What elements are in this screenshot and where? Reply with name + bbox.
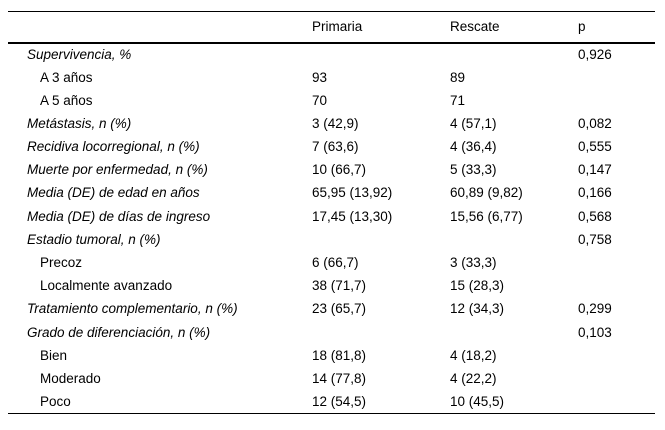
row-label: Media (DE) de edad en años [27, 185, 200, 201]
rescate-value: 89 [450, 69, 466, 85]
primaria-value: 65,95 (13,92) [312, 185, 393, 201]
table-row: Poco 12 (54,5) 10 (45,5) [8, 390, 655, 413]
primaria-value [312, 43, 450, 66]
row-label: Muerte por enfermedad, n (%) [27, 162, 208, 178]
rescate-value: 15 (28,3) [450, 278, 505, 294]
table-row: Tratamiento complementario, n (%) 23 (65,… [8, 298, 655, 321]
table-body: Supervivencia, % 0,926 A 3 años 93 89 A 5 año… [8, 43, 655, 414]
table-row: Media (DE) de edad en años 65,95 (13,92) 6… [8, 182, 655, 205]
row-label: Tratamiento complementario, n (%) [27, 301, 238, 317]
table-row: Moderado 14 (77,8) 4 (22,2) [8, 367, 655, 390]
p-value: 0,926 [578, 46, 612, 62]
table-header: Primaria Rescate p [8, 11, 655, 44]
row-label: A 3 años [40, 69, 93, 85]
p-value: 0,082 [578, 115, 612, 131]
primaria-value: 93 [312, 69, 328, 85]
rescate-value: 4 (22,2) [450, 370, 497, 386]
table-row: Bien 18 (81,8) 4 (18,2) [8, 344, 655, 367]
primaria-value: 17,45 (13,30) [312, 208, 393, 224]
primaria-value: 12 (54,5) [312, 393, 367, 409]
p-value [578, 367, 655, 390]
table-row: Media (DE) de días de ingreso 17,45 (13,3… [8, 205, 655, 228]
rescate-value: 4 (36,4) [450, 139, 497, 155]
p-value: 0,166 [578, 185, 612, 201]
table-row: A 3 años 93 89 [8, 66, 655, 89]
primaria-value: 70 [312, 92, 328, 108]
rescate-value [450, 43, 578, 66]
p-value [578, 89, 655, 112]
primaria-value [312, 321, 450, 344]
primaria-value: 18 (81,8) [312, 347, 367, 363]
rescate-value: 4 (18,2) [450, 347, 497, 363]
rescate-value: 60,89 (9,82) [450, 185, 523, 201]
rescate-value: 15,56 (6,77) [450, 208, 523, 224]
table-row: Recidiva locorregional, n (%) 7 (63,6) 4 (… [8, 135, 655, 158]
table-row: Grado de diferenciación, n (%) 0,103 [8, 321, 655, 344]
primaria-value: 6 (66,7) [312, 255, 359, 271]
rescate-value [450, 321, 578, 344]
table-row: Estadio tumoral, n (%) 0,758 [8, 228, 655, 251]
header-p: p [578, 11, 655, 44]
statistics-table: Primaria Rescate p Supervivencia, % 0,926… [8, 11, 655, 414]
header-rescate: Rescate [450, 11, 578, 44]
table-row: Precoz 6 (66,7) 3 (33,3) [8, 251, 655, 274]
header-row: Primaria Rescate p [8, 11, 655, 44]
primaria-value: 14 (77,8) [312, 370, 367, 386]
rescate-value: 4 (57,1) [450, 115, 497, 131]
table-row: Localmente avanzado 38 (71,7) 15 (28,3) [8, 274, 655, 297]
rescate-value: 12 (34,3) [450, 301, 505, 317]
p-value: 0,758 [578, 231, 612, 247]
primaria-value: 38 (71,7) [312, 278, 367, 294]
row-label: Metástasis, n (%) [27, 115, 132, 131]
p-value [578, 274, 655, 297]
row-label: Poco [40, 393, 71, 409]
p-value [578, 344, 655, 367]
p-value [578, 66, 655, 89]
row-label: Bien [40, 347, 68, 363]
header-empty-cell [8, 11, 312, 44]
row-label: Localmente avanzado [40, 278, 173, 294]
rescate-value [450, 228, 578, 251]
row-label: Grado de diferenciación, n (%) [27, 324, 211, 340]
primaria-value: 7 (63,6) [312, 139, 359, 155]
p-value: 0,299 [578, 301, 612, 317]
primaria-value: 3 (42,9) [312, 115, 359, 131]
table-row: Supervivencia, % 0,926 [8, 43, 655, 66]
p-value: 0,568 [578, 208, 612, 224]
primaria-value: 23 (65,7) [312, 301, 367, 317]
row-label: Precoz [40, 255, 83, 271]
p-value: 0,103 [578, 324, 612, 340]
rescate-value: 5 (33,3) [450, 162, 497, 178]
rescate-value: 71 [450, 92, 466, 108]
rescate-value: 3 (33,3) [450, 255, 497, 271]
row-label: A 5 años [40, 92, 93, 108]
rescate-value: 10 (45,5) [450, 393, 505, 409]
statistics-table-container: Primaria Rescate p Supervivencia, % 0,926… [8, 11, 655, 414]
p-value [578, 251, 655, 274]
row-label: Media (DE) de días de ingreso [27, 208, 211, 224]
row-label: Moderado [40, 370, 101, 386]
table-row: A 5 años 70 71 [8, 89, 655, 112]
row-label: Supervivencia, % [27, 46, 132, 62]
header-primaria: Primaria [312, 11, 450, 44]
row-label: Estadio tumoral, n (%) [27, 231, 161, 247]
p-value [578, 390, 655, 413]
p-value: 0,555 [578, 139, 612, 155]
row-label: Recidiva locorregional, n (%) [27, 139, 200, 155]
p-value: 0,147 [578, 162, 612, 178]
table-row: Muerte por enfermedad, n (%) 10 (66,7) 5 (… [8, 158, 655, 181]
table-row: Metástasis, n (%) 3 (42,9) 4 (57,1) 0,082 [8, 112, 655, 135]
primaria-value: 10 (66,7) [312, 162, 367, 178]
primaria-value [312, 228, 450, 251]
